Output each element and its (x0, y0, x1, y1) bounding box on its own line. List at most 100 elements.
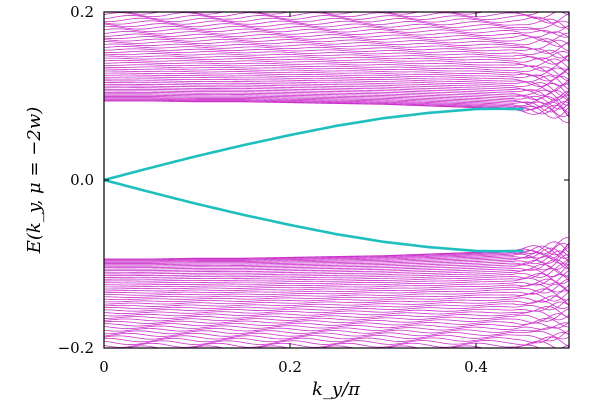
bulk-band-line (123, 12, 569, 16)
x-tick-label: 0 (99, 358, 109, 376)
bulk-band-line (104, 263, 569, 280)
bulk-band-line (104, 57, 569, 69)
y-axis-label: E(k_y, μ = −2w) (24, 107, 45, 254)
bulk-band-line (104, 72, 569, 90)
bulk-band-line (104, 298, 569, 312)
bulk-band-line (104, 270, 569, 288)
y-tick-label: 0.2 (70, 3, 94, 21)
bulk-band-line (104, 291, 569, 303)
bulk-band-line (104, 39, 569, 50)
edge-state-lines (104, 107, 524, 253)
bulk-band-lines (104, 12, 569, 348)
bulk-band-line (104, 246, 569, 269)
bulk-band-line (104, 310, 569, 321)
bulk-band-line (104, 74, 569, 87)
bulk-band-line (104, 300, 569, 310)
bulk-band-line (104, 242, 569, 263)
bulk-band-line (104, 330, 569, 340)
bulk-band-line (104, 36, 569, 47)
bulk-band-line (104, 313, 569, 324)
bulk-band-line (104, 245, 569, 262)
bulk-band-line (104, 12, 569, 24)
bulk-band-line (104, 317, 569, 328)
bulk-band-line (104, 247, 569, 266)
x-tick-label: 0.4 (464, 358, 488, 376)
bulk-band-line (104, 16, 569, 28)
bulk-band-line (104, 340, 569, 348)
bulk-band-line (104, 99, 569, 119)
bulk-band-line (104, 59, 569, 72)
bulk-band-line (104, 326, 569, 336)
bulk-band-line (104, 295, 569, 307)
bulk-band-line (104, 278, 569, 296)
bulk-band-line (104, 55, 569, 70)
bulk-band-line (104, 85, 569, 106)
y-tick-label: −0.2 (58, 339, 94, 357)
bulk-band-line (104, 87, 569, 101)
bulk-band-line (104, 250, 569, 270)
bulk-band-line (104, 329, 569, 342)
bulk-band-line (104, 41, 569, 54)
bulk-band-line (104, 301, 569, 314)
axis-ticks (103, 11, 569, 349)
bulk-band-line (104, 93, 569, 108)
tick-labels: 0 0.2 0.4 −0.2 0.0 0.2 (58, 3, 488, 376)
bulk-band-line (104, 288, 569, 301)
bulk-band-line (104, 48, 569, 62)
bulk-band-line (104, 283, 569, 298)
bulk-band-line (123, 344, 569, 348)
bulk-band-line (104, 263, 569, 278)
bulk-band-line (104, 332, 569, 344)
bulk-band-line (104, 82, 569, 97)
bulk-band-line (104, 243, 569, 264)
y-tick-label: 0.0 (70, 171, 94, 189)
bulk-band-line (104, 12, 569, 20)
bulk-band-line (104, 278, 569, 292)
bulk-band-line (104, 268, 569, 284)
bulk-band-line (104, 38, 569, 52)
bulk-band-line (104, 24, 569, 34)
bulk-band-line (104, 68, 569, 82)
bulk-band-line (104, 254, 569, 275)
bulk-band-line (104, 46, 569, 59)
bulk-band-line (104, 259, 569, 277)
bulk-band-line (104, 322, 569, 332)
bulk-band-line (104, 94, 569, 113)
bulk-band-line (104, 273, 569, 286)
bulk-band-line (104, 283, 569, 294)
bulk-band-line (104, 241, 569, 261)
bulk-band-line (104, 98, 569, 115)
x-tick-label: 0.2 (278, 358, 302, 376)
bulk-band-line (104, 259, 569, 273)
bulk-band-line (104, 20, 569, 30)
bulk-band-line (104, 306, 569, 319)
edge-state-lower-line (104, 178, 524, 253)
bulk-band-line (104, 97, 569, 118)
bulk-band-line (104, 80, 569, 97)
bulk-band-line (104, 83, 569, 101)
bulk-band-line (104, 91, 569, 114)
bulk-band-line (104, 64, 569, 82)
bulk-band-line (104, 18, 569, 31)
bulk-band-line (104, 336, 569, 348)
bulk-band-line (104, 263, 569, 282)
bulk-band-line (104, 90, 569, 110)
bulk-band-line (104, 66, 569, 77)
bulk-band-line (104, 322, 569, 329)
bulk-band-line (104, 32, 569, 43)
bulk-band-line (104, 31, 569, 38)
bulk-band-line (104, 252, 569, 267)
bulk-band-line (104, 50, 569, 60)
bulk-band-line (104, 78, 569, 97)
bulk-band-line (104, 28, 569, 38)
bulk-band-line (104, 70, 569, 87)
x-axis-label: k_y/π (312, 379, 361, 400)
bulk-band-line (104, 76, 569, 92)
bulk-band-line (104, 53, 569, 65)
bulk-band-line (104, 308, 569, 322)
bulk-band-line (104, 96, 569, 117)
bulk-band-line (104, 255, 569, 272)
bulk-band-line (104, 88, 569, 105)
bulk-band-line (104, 290, 569, 305)
